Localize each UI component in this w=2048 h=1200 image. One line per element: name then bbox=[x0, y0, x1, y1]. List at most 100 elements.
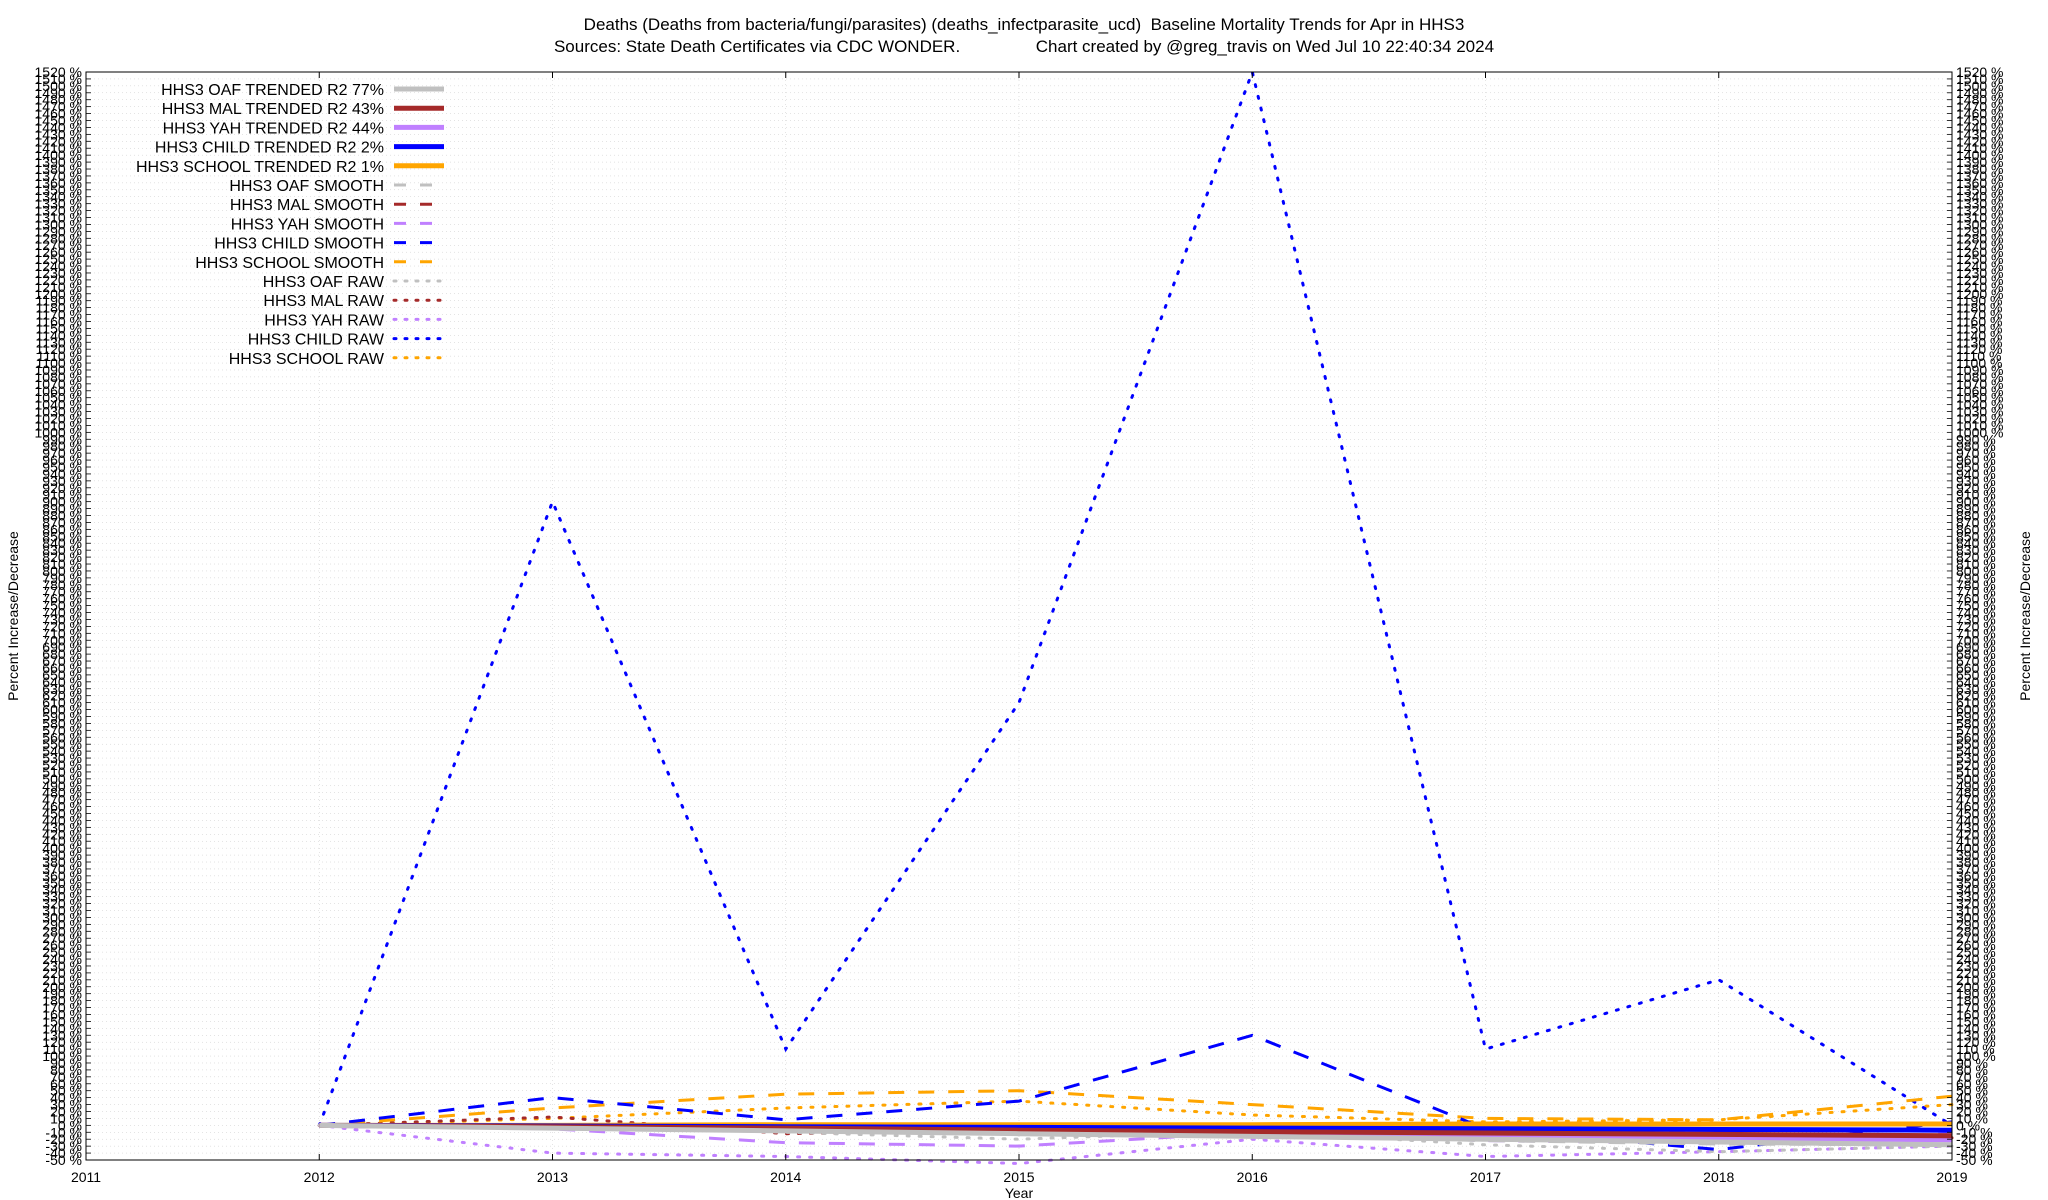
y-tick-label-left: 950 % bbox=[42, 459, 82, 475]
y-tick-label-left: 440 % bbox=[42, 812, 82, 828]
y-tick-label-right: 1300 % bbox=[1956, 216, 2003, 232]
y-tick-label-right: 1280 % bbox=[1956, 230, 2003, 246]
y-tick-label-left: 400 % bbox=[42, 840, 82, 856]
y-tick-label-left: 1470 % bbox=[35, 99, 82, 115]
y-tick-label-left: 1170 % bbox=[36, 307, 82, 323]
y-tick-label-left: 750 % bbox=[42, 598, 82, 614]
y-tick-label-left: 150 % bbox=[42, 1013, 82, 1029]
y-tick-label-right: 260 % bbox=[1956, 937, 1996, 953]
y-tick-label-right: 650 % bbox=[1956, 667, 1996, 683]
y-tick-label-right: 1100 % bbox=[1956, 355, 2002, 371]
y-tick-label-right: 390 % bbox=[1956, 847, 1996, 863]
y-tick-label-right: 280 % bbox=[1956, 923, 1996, 939]
y-tick-label-right: 760 % bbox=[1956, 591, 1996, 607]
y-tick-label-right: 350 % bbox=[1956, 875, 1996, 891]
y-tick-label-right: 700 % bbox=[1956, 632, 1996, 648]
y-tick-label-left: 300 % bbox=[42, 909, 82, 925]
y-tick-label-left: 1230 % bbox=[35, 265, 82, 281]
y-tick-label-left: 1030 % bbox=[35, 404, 82, 420]
y-tick-label-right: 510 % bbox=[1956, 764, 1996, 780]
y-tick-label-right: 950 % bbox=[1956, 459, 1996, 475]
y-tick-label-left: 960 % bbox=[42, 452, 82, 468]
y-tick-label-left: 820 % bbox=[42, 549, 82, 565]
y-tick-label-right: 1020 % bbox=[1956, 410, 2003, 426]
y-tick-label-right: 1230 % bbox=[1956, 265, 2003, 281]
y-tick-label-right: 1160 % bbox=[1956, 313, 2002, 329]
y-tick-label-right: 620 % bbox=[1956, 688, 1996, 704]
y-tick-label-left: 240 % bbox=[42, 951, 82, 967]
y-tick-label-left: 530 % bbox=[42, 750, 82, 766]
y-tick-label-left: 1350 % bbox=[35, 182, 82, 198]
y-tick-label-left: 740 % bbox=[42, 605, 82, 621]
y-tick-label-left: 1000 % bbox=[35, 424, 82, 440]
y-tick-label-right: 710 % bbox=[1956, 625, 1996, 641]
y-tick-label-right: -40 % bbox=[1956, 1145, 1993, 1161]
y-tick-label-left: 10 % bbox=[50, 1110, 82, 1126]
y-tick-label-right: 120 % bbox=[1956, 1034, 1996, 1050]
y-tick-label-left: 1060 % bbox=[35, 383, 82, 399]
y-tick-label-right: 150 % bbox=[1956, 1013, 1996, 1029]
y-tick-label-right: 830 % bbox=[1956, 542, 1996, 558]
y-tick-label-left: 1070 % bbox=[35, 376, 82, 392]
y-tick-label-right: 190 % bbox=[1956, 986, 1996, 1002]
y-tick-label-right: 630 % bbox=[1956, 681, 1996, 697]
y-tick-label-left: 1110 % bbox=[37, 348, 82, 364]
y-tick-label-right: 470 % bbox=[1956, 792, 1996, 808]
y-tick-label-left: 250 % bbox=[42, 944, 82, 960]
y-tick-label-right: 340 % bbox=[1956, 882, 1996, 898]
y-tick-label-right: 1380 % bbox=[1956, 161, 2003, 177]
y-tick-label-left: 730 % bbox=[42, 611, 82, 627]
y-tick-label-left: 210 % bbox=[42, 972, 82, 988]
series-line-hhs3-child-raw bbox=[317, 66, 1954, 1127]
legend-label: HHS3 CHILD SMOOTH bbox=[214, 236, 384, 253]
y-tick-label-right: 1030 % bbox=[1956, 404, 2003, 420]
x-tick-label: 2015 bbox=[1003, 1169, 1034, 1185]
y-tick-label-right: 270 % bbox=[1956, 930, 1996, 946]
y-tick-label-right: 780 % bbox=[1956, 577, 1996, 593]
y-tick-label-left: 910 % bbox=[42, 487, 82, 503]
y-tick-label-right: 820 % bbox=[1956, 549, 1996, 565]
y-tick-label-right: 10 % bbox=[1956, 1110, 1988, 1126]
y-tick-label-right: 0 % bbox=[1956, 1117, 1980, 1133]
y-tick-label-right: 1290 % bbox=[1956, 223, 2003, 239]
y-tick-label-left: 1260 % bbox=[35, 244, 82, 260]
y-tick-label-right: 1320 % bbox=[1956, 203, 2003, 219]
y-tick-label-left: 420 % bbox=[42, 826, 82, 842]
y-tick-label-left: 1500 % bbox=[35, 78, 82, 94]
x-axis-label: Year bbox=[1005, 1185, 1034, 1200]
y-tick-label-right: 450 % bbox=[1956, 806, 1996, 822]
y-tick-label-left: 850 % bbox=[42, 528, 82, 544]
y-tick-label-left: 1180 % bbox=[36, 300, 82, 316]
y-tick-label-right: 20 % bbox=[1956, 1103, 1988, 1119]
y-tick-label-right: 860 % bbox=[1956, 521, 1996, 537]
y-tick-label-left: 1300 % bbox=[35, 216, 82, 232]
y-tick-label-left: 1130 % bbox=[36, 334, 82, 350]
y-tick-label-left: 190 % bbox=[42, 986, 82, 1002]
y-tick-label-right: 730 % bbox=[1956, 611, 1996, 627]
y-tick-label-left: 200 % bbox=[42, 979, 82, 995]
y-tick-label-left: 430 % bbox=[42, 819, 82, 835]
y-tick-label-right: 640 % bbox=[1956, 674, 1996, 690]
y-tick-label-left: 170 % bbox=[42, 1000, 82, 1016]
y-tick-label-left: 1460 % bbox=[35, 106, 82, 122]
y-tick-label-right: 1400 % bbox=[1956, 147, 2003, 163]
y-tick-label-right: 800 % bbox=[1956, 563, 1996, 579]
y-tick-label-left: 640 % bbox=[42, 674, 82, 690]
y-tick-label-left: 590 % bbox=[42, 708, 82, 724]
y-tick-label-left: 900 % bbox=[42, 494, 82, 510]
y-tick-label-right: 530 % bbox=[1956, 750, 1996, 766]
y-tick-label-right: 30 % bbox=[1956, 1097, 1988, 1113]
y-tick-label-right: 990 % bbox=[1956, 431, 1996, 447]
y-tick-label-right: 1350 % bbox=[1956, 182, 2003, 198]
y-tick-label-right: 1480 % bbox=[1956, 92, 2003, 108]
y-tick-label-right: 960 % bbox=[1956, 452, 1996, 468]
y-tick-label-right: 1150 % bbox=[1956, 320, 2002, 336]
y-tick-label-right: 790 % bbox=[1956, 570, 1996, 586]
y-tick-label-right: 910 % bbox=[1956, 487, 1996, 503]
y-tick-label-left: -30 % bbox=[45, 1138, 82, 1154]
y-tick-label-right: 670 % bbox=[1956, 653, 1996, 669]
y-tick-label-left: -10 % bbox=[45, 1124, 82, 1140]
x-tick-label: 2017 bbox=[1470, 1169, 1501, 1185]
y-tick-label-left: 500 % bbox=[42, 771, 82, 787]
y-tick-label-right: 410 % bbox=[1956, 833, 1996, 849]
